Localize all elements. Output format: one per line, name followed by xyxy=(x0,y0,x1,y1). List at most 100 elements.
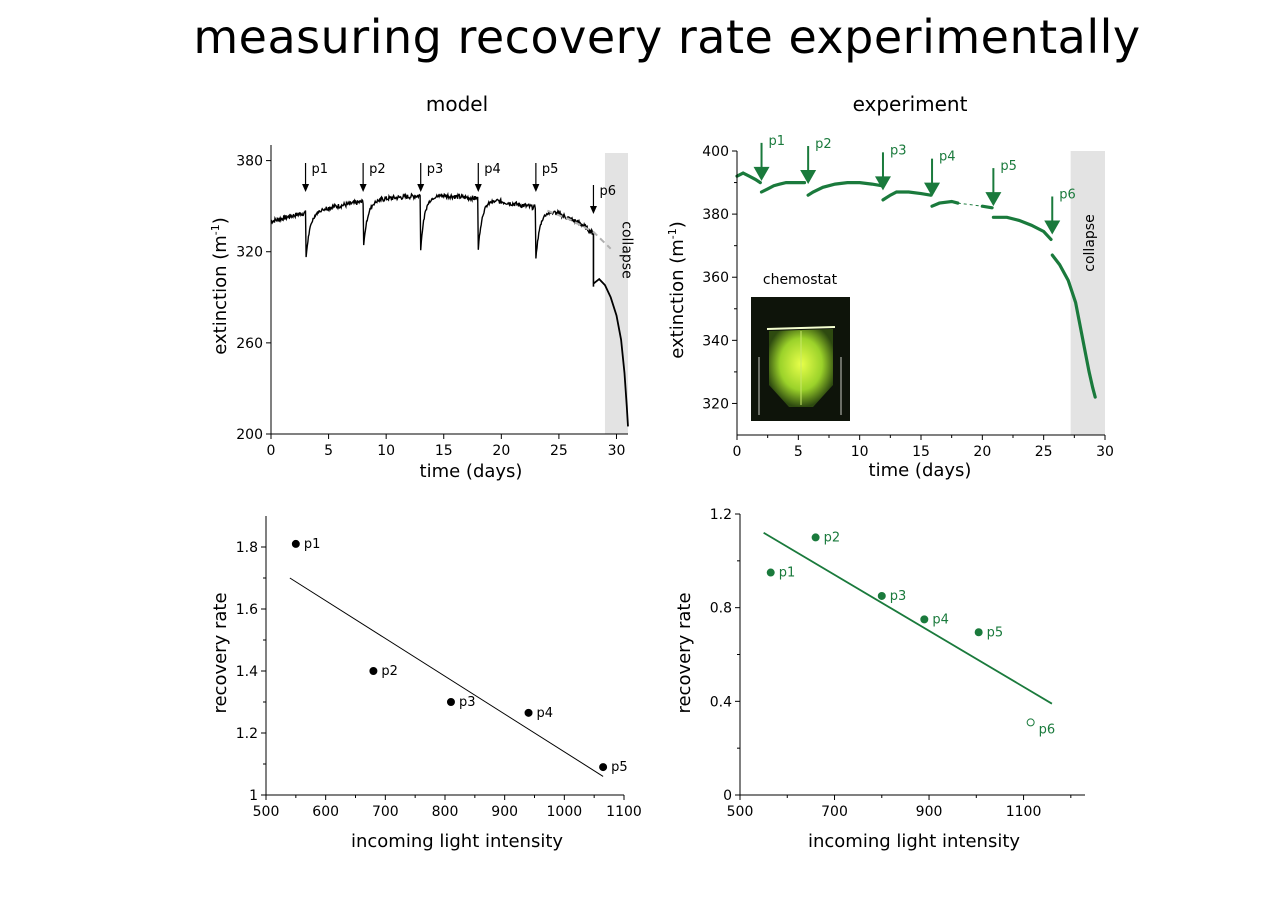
model-series-line xyxy=(270,191,594,259)
y-tick-label: 380 xyxy=(236,154,263,170)
x-tick-label: 700 xyxy=(372,804,399,820)
y-tick-label: 360 xyxy=(702,270,729,286)
model-recovery-panel: p1 p2 p3 p4 p5 500 600 700 800 900 1000 1100 1 1.2 1.4… xyxy=(210,516,642,852)
y-axis-label: recovery rate xyxy=(674,592,695,713)
x-tick-label: 1100 xyxy=(606,804,642,820)
data-point xyxy=(811,533,820,542)
y-axis-label: recovery rate xyxy=(210,592,231,713)
y-tick-label: 0.8 xyxy=(710,601,732,617)
point-label: p2 xyxy=(381,664,398,679)
trend-dashed-line xyxy=(547,209,612,250)
pulse-arrow-head xyxy=(1044,220,1061,235)
point-label: p5 xyxy=(987,625,1004,640)
data-point xyxy=(291,539,300,548)
data-point xyxy=(524,708,533,717)
fit-line xyxy=(289,577,604,777)
y-tick-label: 400 xyxy=(702,144,729,160)
point-label: p5 xyxy=(611,760,628,775)
model-timeseries-panel: model collapse p1 p2 p3 p4 p5 p6 0 5 10 15 20 25 30 200… xyxy=(209,92,634,482)
y-tick-label: 1.2 xyxy=(236,726,258,742)
collapse-label: collapse xyxy=(1082,214,1098,271)
data-point xyxy=(599,763,608,772)
y-tick-label: 0 xyxy=(723,788,732,804)
x-tick-label: 600 xyxy=(312,804,339,820)
experiment-series-segment xyxy=(980,204,994,210)
x-tick-label: 30 xyxy=(608,443,626,459)
experiment-series-segment xyxy=(1050,253,1097,399)
pulse-arrow-head xyxy=(874,176,891,191)
y-tick-label: 320 xyxy=(702,396,729,412)
x-tick-label: 25 xyxy=(550,443,568,459)
y-tick-label: 1.2 xyxy=(710,507,732,523)
pulse-label: p4 xyxy=(939,150,956,165)
pulse-arrow-head xyxy=(924,182,941,197)
pulse-arrow-head xyxy=(359,184,367,192)
y-tick-label: 340 xyxy=(702,333,729,349)
x-axis-label: time (days) xyxy=(869,460,972,481)
point-label: p1 xyxy=(304,537,321,552)
data-point xyxy=(877,591,886,600)
pulse-arrow-head xyxy=(800,170,817,185)
x-axis-label: incoming light intensity xyxy=(808,831,1020,852)
x-tick-label: 20 xyxy=(492,443,510,459)
x-tick-label: 10 xyxy=(377,443,395,459)
trend-dashed-line xyxy=(957,202,983,207)
point-label: p2 xyxy=(824,530,841,545)
x-tick-label: 0 xyxy=(267,443,276,459)
data-point xyxy=(369,667,378,675)
data-point xyxy=(974,628,983,637)
x-tick-label: 20 xyxy=(973,444,991,460)
y-tick-label: 320 xyxy=(236,245,263,261)
x-tick-label: 5 xyxy=(794,444,803,460)
pulse-label: p5 xyxy=(542,162,559,177)
experiment-series-segment xyxy=(806,181,884,197)
data-point xyxy=(1026,718,1035,727)
collapse-band xyxy=(1070,151,1105,435)
pulse-label: p1 xyxy=(312,162,329,177)
fit-line xyxy=(763,531,1053,705)
point-label: p4 xyxy=(932,612,949,627)
pulse-arrow-head xyxy=(532,184,540,192)
collapse-band xyxy=(604,153,628,434)
y-tick-label: 1.6 xyxy=(236,602,258,618)
panel-title: model xyxy=(426,92,488,116)
collapse-curve xyxy=(592,277,629,427)
x-tick-label: 900 xyxy=(491,804,518,820)
y-axis-label: extinction (m-1) xyxy=(666,221,688,359)
collapse-label: collapse xyxy=(618,221,634,278)
x-tick-label: 800 xyxy=(432,804,459,820)
pulse-arrow-head xyxy=(417,184,425,192)
point-label: p3 xyxy=(890,589,907,604)
pulse-arrow-head xyxy=(589,206,597,214)
experiment-series-segment xyxy=(759,181,807,194)
experiment-series-segment xyxy=(735,171,762,185)
x-axis-label: time (days) xyxy=(420,461,523,482)
x-tick-label: 0 xyxy=(733,444,742,460)
pulse-label: p5 xyxy=(1000,159,1017,174)
experiment-series-segment xyxy=(930,199,960,208)
pulse-label: p2 xyxy=(815,137,832,152)
pulse-label: p6 xyxy=(599,184,616,199)
experiment-recovery-panel: p1 p2 p3 p4 p5 p6 500 700 900 1100 0 0.4 0.8 1.2 incom… xyxy=(674,507,1085,852)
point-label: p1 xyxy=(779,566,796,581)
y-tick-label: 1.4 xyxy=(236,664,258,680)
data-point xyxy=(766,568,775,577)
x-tick-label: 10 xyxy=(851,444,869,460)
x-tick-label: 30 xyxy=(1096,444,1114,460)
point-label: p6 xyxy=(1039,722,1056,737)
x-tick-label: 25 xyxy=(1035,444,1053,460)
pulse-label: p3 xyxy=(427,162,444,177)
x-tick-label: 1100 xyxy=(1006,804,1042,820)
x-tick-label: 900 xyxy=(916,804,943,820)
pulse-arrow-head xyxy=(985,192,1002,207)
data-point xyxy=(446,698,455,706)
experiment-series-segment xyxy=(881,190,933,202)
pulse-label: p1 xyxy=(769,134,786,149)
x-tick-label: 5 xyxy=(324,443,333,459)
point-label: p4 xyxy=(537,706,554,721)
pulse-label: p4 xyxy=(484,162,501,177)
x-tick-label: 15 xyxy=(912,444,930,460)
experiment-series-segment xyxy=(991,215,1053,241)
chemostat-rim xyxy=(766,326,836,330)
